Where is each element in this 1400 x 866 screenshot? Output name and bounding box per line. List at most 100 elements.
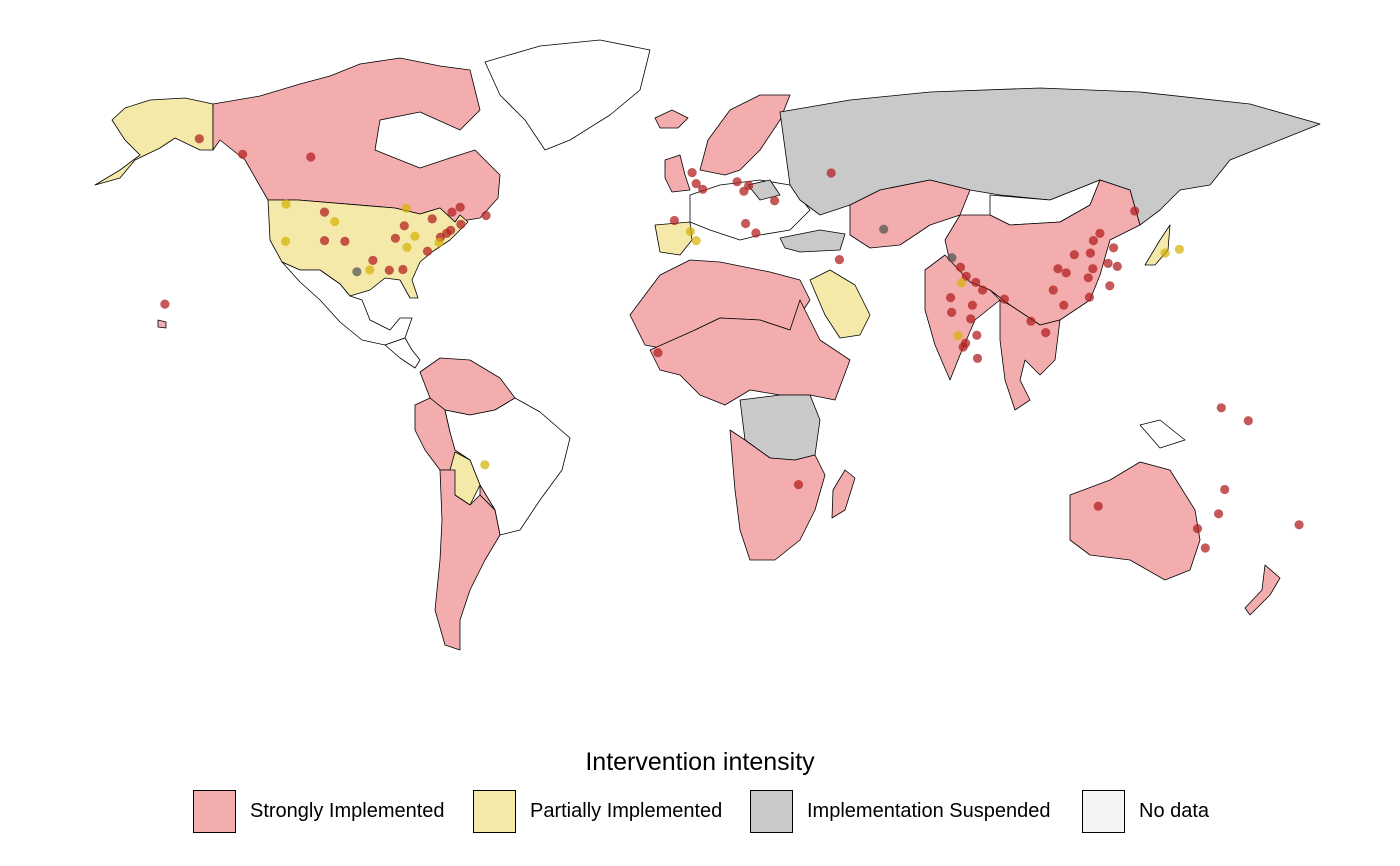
site-marker-strong: [456, 219, 466, 229]
site-marker-strong: [384, 265, 394, 275]
site-marker-suspended: [947, 253, 957, 263]
site-marker-partial: [365, 265, 375, 275]
site-marker-strong: [1088, 236, 1098, 246]
site-marker-strong: [1048, 285, 1058, 295]
site-marker-strong: [1220, 484, 1230, 495]
legend-swatch-strong: [193, 789, 236, 833]
site-marker-strong: [972, 353, 983, 363]
site-marker-partial: [685, 226, 696, 237]
site-marker-partial: [1174, 244, 1184, 254]
site-marker-strong: [399, 221, 409, 231]
site-marker-strong: [1192, 524, 1203, 534]
site-marker-strong: [972, 330, 982, 340]
site-marker-strong: [1109, 243, 1119, 253]
site-marker-partial: [1160, 248, 1170, 258]
site-marker-partial: [434, 237, 444, 248]
site-marker-strong: [732, 177, 742, 187]
site-marker-strong: [971, 277, 981, 287]
site-marker-strong: [238, 149, 248, 159]
site-marker-strong: [826, 168, 836, 178]
region-australia: [1069, 461, 1201, 581]
site-marker-strong: [687, 168, 697, 178]
site-marker-strong: [698, 184, 708, 194]
site-marker-strong: [422, 246, 433, 256]
site-marker-strong: [1105, 281, 1115, 291]
legend-swatch-partial: [473, 789, 516, 833]
site-marker-strong: [481, 210, 491, 221]
site-marker-strong: [1059, 300, 1069, 310]
legend-label-suspended: Implementation Suspended: [807, 799, 1051, 822]
site-marker-strong: [194, 134, 204, 144]
region-southeast-asia: [999, 299, 1061, 411]
region-saudi-arabia: [809, 269, 871, 339]
region-united-kingdom: [664, 154, 691, 193]
site-marker-suspended: [352, 267, 362, 277]
region-southern-africa: [729, 429, 826, 561]
site-marker-strong: [1130, 206, 1140, 216]
site-marker-suspended: [879, 224, 889, 234]
site-marker-strong: [319, 236, 330, 246]
site-marker-strong: [1041, 328, 1051, 338]
site-marker-strong: [1026, 316, 1036, 326]
region-belarus: [747, 179, 781, 201]
site-marker-strong: [1083, 273, 1093, 283]
region-sahel-central-africa: [649, 299, 851, 406]
legend-swatch-suspended: [750, 789, 793, 833]
region-mexico: [281, 261, 413, 346]
region-united-states: [267, 199, 469, 299]
country-polygons: [94, 39, 1321, 651]
site-marker-strong: [1084, 292, 1094, 302]
site-marker-strong: [1243, 416, 1253, 426]
site-marker-strong: [455, 202, 465, 212]
region-new-zealand: [1244, 564, 1281, 616]
site-marker-strong: [966, 314, 976, 324]
region-iberia: [654, 221, 693, 256]
site-marker-strong: [751, 228, 761, 238]
site-marker-strong: [1200, 543, 1210, 553]
region-central-america: [384, 337, 421, 369]
site-marker-strong: [1061, 268, 1071, 278]
site-marker-strong: [1294, 520, 1304, 530]
region-japan: [1144, 224, 1171, 266]
site-marker-strong: [653, 348, 663, 358]
site-marker-strong: [1085, 248, 1095, 258]
site-marker-strong: [669, 215, 680, 226]
region-canada: [212, 57, 501, 223]
region-scandinavia: [699, 94, 791, 176]
site-marker-strong: [1088, 264, 1098, 274]
site-marker-partial: [691, 236, 701, 246]
site-marker-partial: [956, 278, 967, 288]
region-paraguay: [479, 484, 496, 511]
legend-item-nodata: No data: [1082, 788, 1209, 834]
site-marker-strong: [978, 285, 988, 295]
site-marker-strong: [447, 207, 457, 217]
region-alaska: [94, 97, 214, 186]
region-turkey: [779, 229, 846, 253]
site-marker-strong: [691, 179, 701, 189]
legend-title: Intervention intensity: [585, 748, 815, 776]
region-greenland: [484, 39, 651, 151]
site-marker-strong: [955, 262, 966, 272]
legend-label-nodata: No data: [1139, 799, 1210, 822]
site-marker-partial: [953, 331, 963, 341]
site-marker-strong: [961, 271, 971, 281]
site-marker-partial: [401, 203, 411, 213]
site-marker-strong: [398, 264, 408, 275]
world-map: [94, 39, 1321, 651]
site-marker-strong: [306, 152, 316, 162]
site-marker-partial: [410, 231, 420, 241]
site-marker-strong: [946, 293, 956, 303]
site-marker-strong: [1053, 264, 1063, 274]
legend-item-suspended: Implementation Suspended: [750, 788, 1051, 834]
site-marker-strong: [319, 207, 330, 217]
site-marker-partial: [402, 242, 412, 252]
site-marker-strong: [741, 218, 751, 229]
site-marker-strong: [1103, 258, 1113, 268]
site-marker-strong: [967, 300, 978, 310]
site-marker-strong: [1093, 501, 1103, 511]
legend-label-partial: Partially Implemented: [530, 799, 723, 822]
site-marker-strong: [958, 342, 968, 352]
legend-item-partial: Partially Implemented: [473, 788, 722, 834]
region-madagascar: [831, 469, 856, 519]
site-marker-strong: [834, 255, 845, 265]
